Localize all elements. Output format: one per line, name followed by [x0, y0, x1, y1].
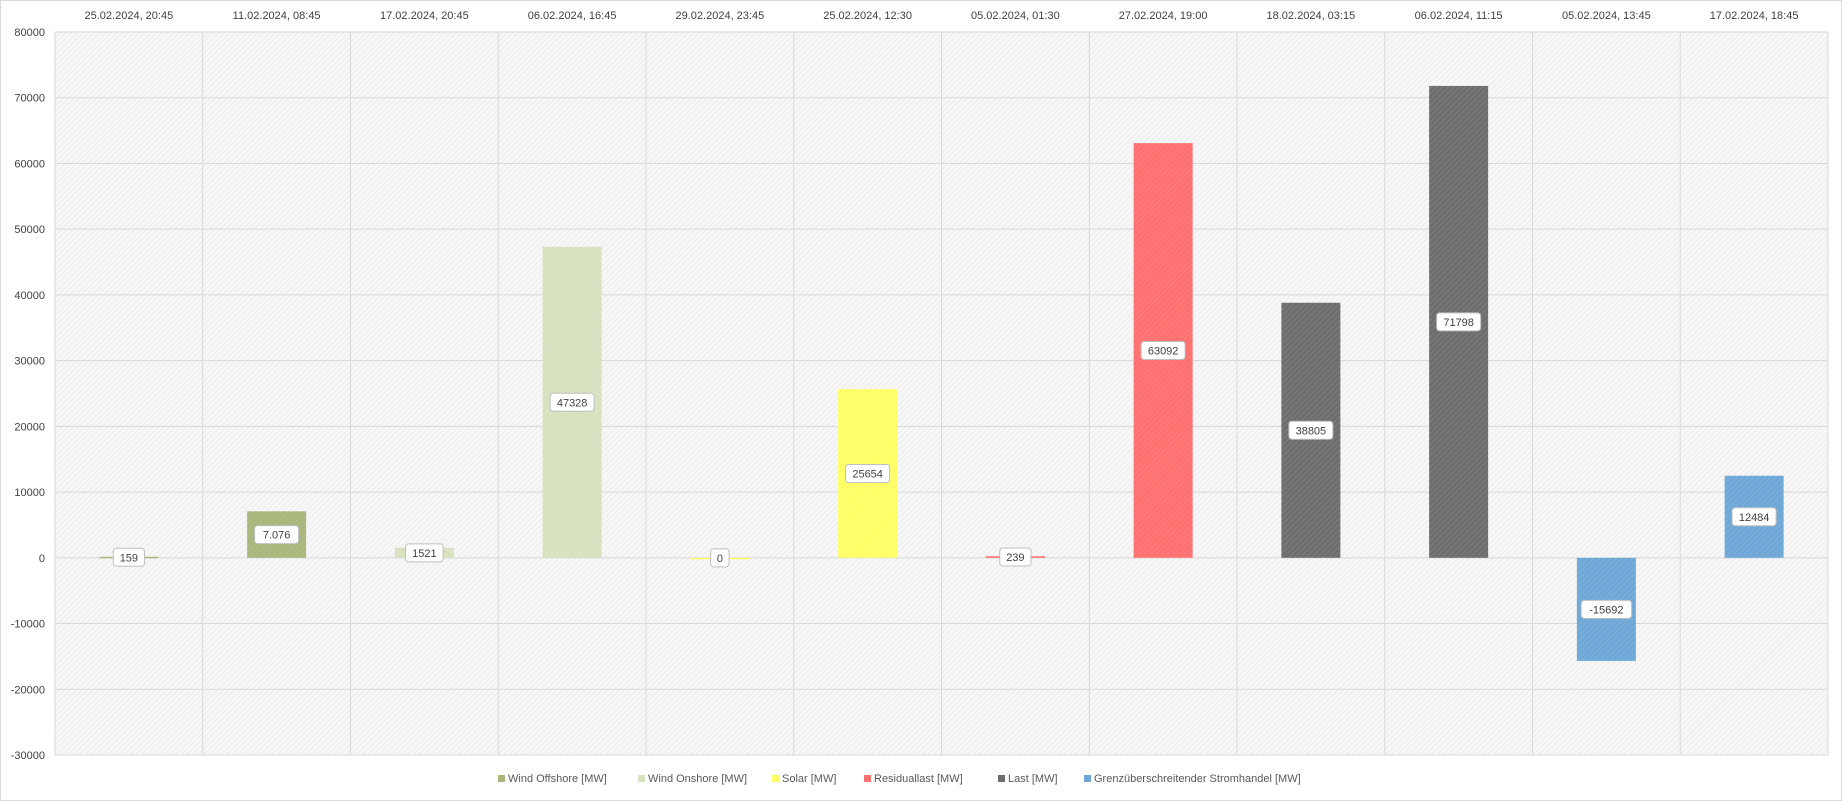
- y-tick-label: 80000: [14, 27, 45, 39]
- legend-swatch: [998, 775, 1005, 782]
- legend-swatch: [864, 775, 871, 782]
- data-labels: 159 7.076 1521 47328 0 25654 239 63092 38805 7179…: [112, 312, 1777, 619]
- category-label: 17.02.2024, 18:45: [1710, 10, 1799, 22]
- legend-label: Grenzüberschreitender Stromhandel [MW]: [1094, 773, 1301, 785]
- data-label: 1521: [412, 548, 436, 560]
- data-label: 38805: [1296, 425, 1327, 437]
- y-tick-label: 60000: [14, 158, 45, 170]
- legend-swatch: [638, 775, 645, 782]
- category-label: 25.02.2024, 12:30: [823, 10, 912, 22]
- y-tick-label: 40000: [14, 290, 45, 302]
- data-label: 0: [717, 553, 723, 565]
- y-tick-label: -20000: [11, 684, 45, 696]
- legend: Wind Offshore [MW] Wind Onshore [MW] Solar…: [498, 773, 1301, 785]
- y-tick-label: -10000: [11, 619, 45, 631]
- x-axis: 25.02.2024, 20:45 11.02.2024, 08:45 17.02.…: [85, 10, 1799, 22]
- category-label: 17.02.2024, 20:45: [380, 10, 469, 22]
- data-label: 25654: [852, 469, 883, 481]
- data-label-box: [405, 543, 444, 563]
- legend-label: Last [MW]: [1008, 773, 1058, 785]
- y-tick-label: 70000: [14, 93, 45, 105]
- y-axis: -30000 -20000 -10000 0 10000 20000 30000 40000 5…: [11, 27, 45, 762]
- data-label: 63092: [1148, 345, 1179, 357]
- data-label-box: [112, 547, 145, 567]
- y-tick-label: 50000: [14, 224, 45, 236]
- data-label: 71798: [1443, 317, 1474, 329]
- category-label: 29.02.2024, 23:45: [676, 10, 765, 22]
- legend-label: Wind Offshore [MW]: [508, 773, 607, 785]
- category-label: 27.02.2024, 19:00: [1119, 10, 1208, 22]
- data-label-box: [710, 548, 730, 568]
- category-label: 25.02.2024, 20:45: [85, 10, 174, 22]
- legend-label: Residuallast [MW]: [874, 773, 963, 785]
- category-label: 06.02.2024, 11:15: [1415, 10, 1503, 22]
- legend-swatch: [498, 775, 505, 782]
- legend-label: Wind Onshore [MW]: [648, 773, 747, 785]
- data-label: 47328: [557, 397, 588, 409]
- data-label: 239: [1006, 552, 1024, 564]
- data-label: 159: [120, 552, 138, 564]
- data-label-box: [1580, 599, 1633, 619]
- y-tick-label: 0: [39, 553, 45, 565]
- y-tick-label: 10000: [14, 487, 45, 499]
- data-label-box: [254, 525, 300, 545]
- data-label: 12484: [1739, 512, 1770, 524]
- legend-swatch: [772, 775, 779, 782]
- category-label: 05.02.2024, 13:45: [1562, 10, 1651, 22]
- legend-label: Solar [MW]: [782, 773, 836, 785]
- data-label-box: [999, 547, 1032, 567]
- data-label-box: [1288, 420, 1334, 440]
- category-label: 06.02.2024, 16:45: [528, 10, 617, 22]
- legend-swatch: [1084, 775, 1091, 782]
- category-label: 05.02.2024, 01:30: [971, 10, 1060, 22]
- y-tick-label: -30000: [11, 750, 45, 762]
- data-label-box: [1140, 340, 1186, 360]
- category-label: 18.02.2024, 03:15: [1267, 10, 1356, 22]
- gridlines: [54, 31, 1829, 756]
- data-label: 7.076: [263, 530, 291, 542]
- data-label-box: [549, 392, 595, 412]
- y-tick-label: 30000: [14, 356, 45, 368]
- data-label: -15692: [1589, 604, 1623, 616]
- data-label-box: [845, 464, 891, 484]
- data-label-box: [1731, 507, 1777, 527]
- y-tick-label: 20000: [14, 421, 45, 433]
- data-label-box: [1436, 312, 1482, 332]
- category-label: 11.02.2024, 08:45: [233, 10, 321, 22]
